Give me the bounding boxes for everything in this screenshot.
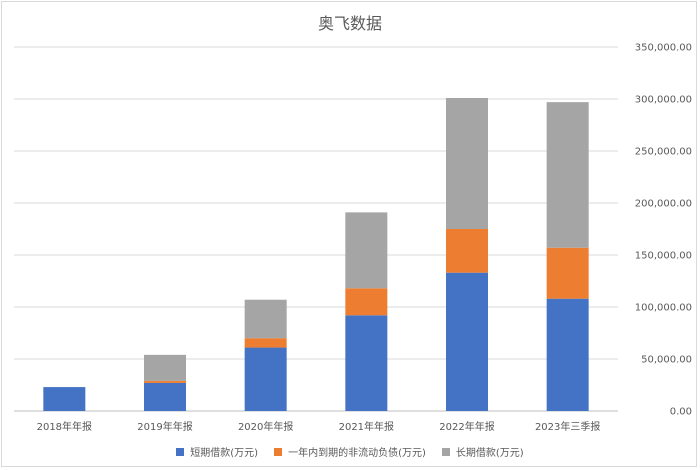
bar-segment-3 xyxy=(144,354,186,381)
x-tick-label: 2018年年报 xyxy=(37,420,92,433)
legend-item: 一年内到期的非流动负债(万元) xyxy=(274,444,426,459)
y-tick-label: 300,000.00 xyxy=(635,95,692,106)
x-tick-label: 2020年年报 xyxy=(238,420,293,433)
x-tick-label: 2023年三季报 xyxy=(535,420,600,433)
legend-label: 短期借款(万元) xyxy=(190,448,259,459)
bar-segment-1 xyxy=(446,272,488,411)
x-tick-label: 2019年年报 xyxy=(137,420,192,433)
y-tick-label: 0.00 xyxy=(670,407,692,418)
y-tick-label: 200,000.00 xyxy=(635,199,692,210)
x-tick-label: 2021年年报 xyxy=(339,420,394,433)
bar-segment-1 xyxy=(144,382,186,411)
bar-segment-3 xyxy=(244,299,287,339)
legend-swatch xyxy=(441,447,450,456)
legend-label: 一年内到期的非流动负债(万元) xyxy=(288,448,426,459)
chart-title: 奥飞数据 xyxy=(317,14,382,33)
bar-segment-2 xyxy=(546,247,589,299)
x-tick-label: 2022年年报 xyxy=(439,420,494,433)
bar-segment-1 xyxy=(546,298,589,411)
legend-swatch xyxy=(176,447,185,456)
bar-segment-3 xyxy=(546,102,589,248)
y-tick-label: 350,000.00 xyxy=(635,43,692,54)
legend-item: 长期借款(万元) xyxy=(441,444,524,459)
y-tick-label: 250,000.00 xyxy=(635,147,692,158)
bar-segment-1 xyxy=(43,387,86,411)
y-tick-label: 50,000.00 xyxy=(641,355,692,366)
legend: 短期借款(万元) 一年内到期的非流动负债(万元) 长期借款(万元) xyxy=(0,444,700,459)
bar-segment-1 xyxy=(345,315,388,411)
y-tick-label: 150,000.00 xyxy=(635,251,692,262)
bar-segment-3 xyxy=(446,97,488,230)
bar-segment-2 xyxy=(446,229,488,273)
bar-segment-2 xyxy=(144,380,186,383)
legend-swatch xyxy=(274,447,283,456)
bar-segment-2 xyxy=(244,338,287,348)
bar-segment-1 xyxy=(244,347,287,411)
bar-segment-2 xyxy=(345,288,388,316)
legend-label: 长期借款(万元) xyxy=(455,448,524,459)
bar-segment-3 xyxy=(345,212,388,289)
y-tick-label: 100,000.00 xyxy=(635,303,692,314)
legend-item: 短期借款(万元) xyxy=(176,444,258,459)
